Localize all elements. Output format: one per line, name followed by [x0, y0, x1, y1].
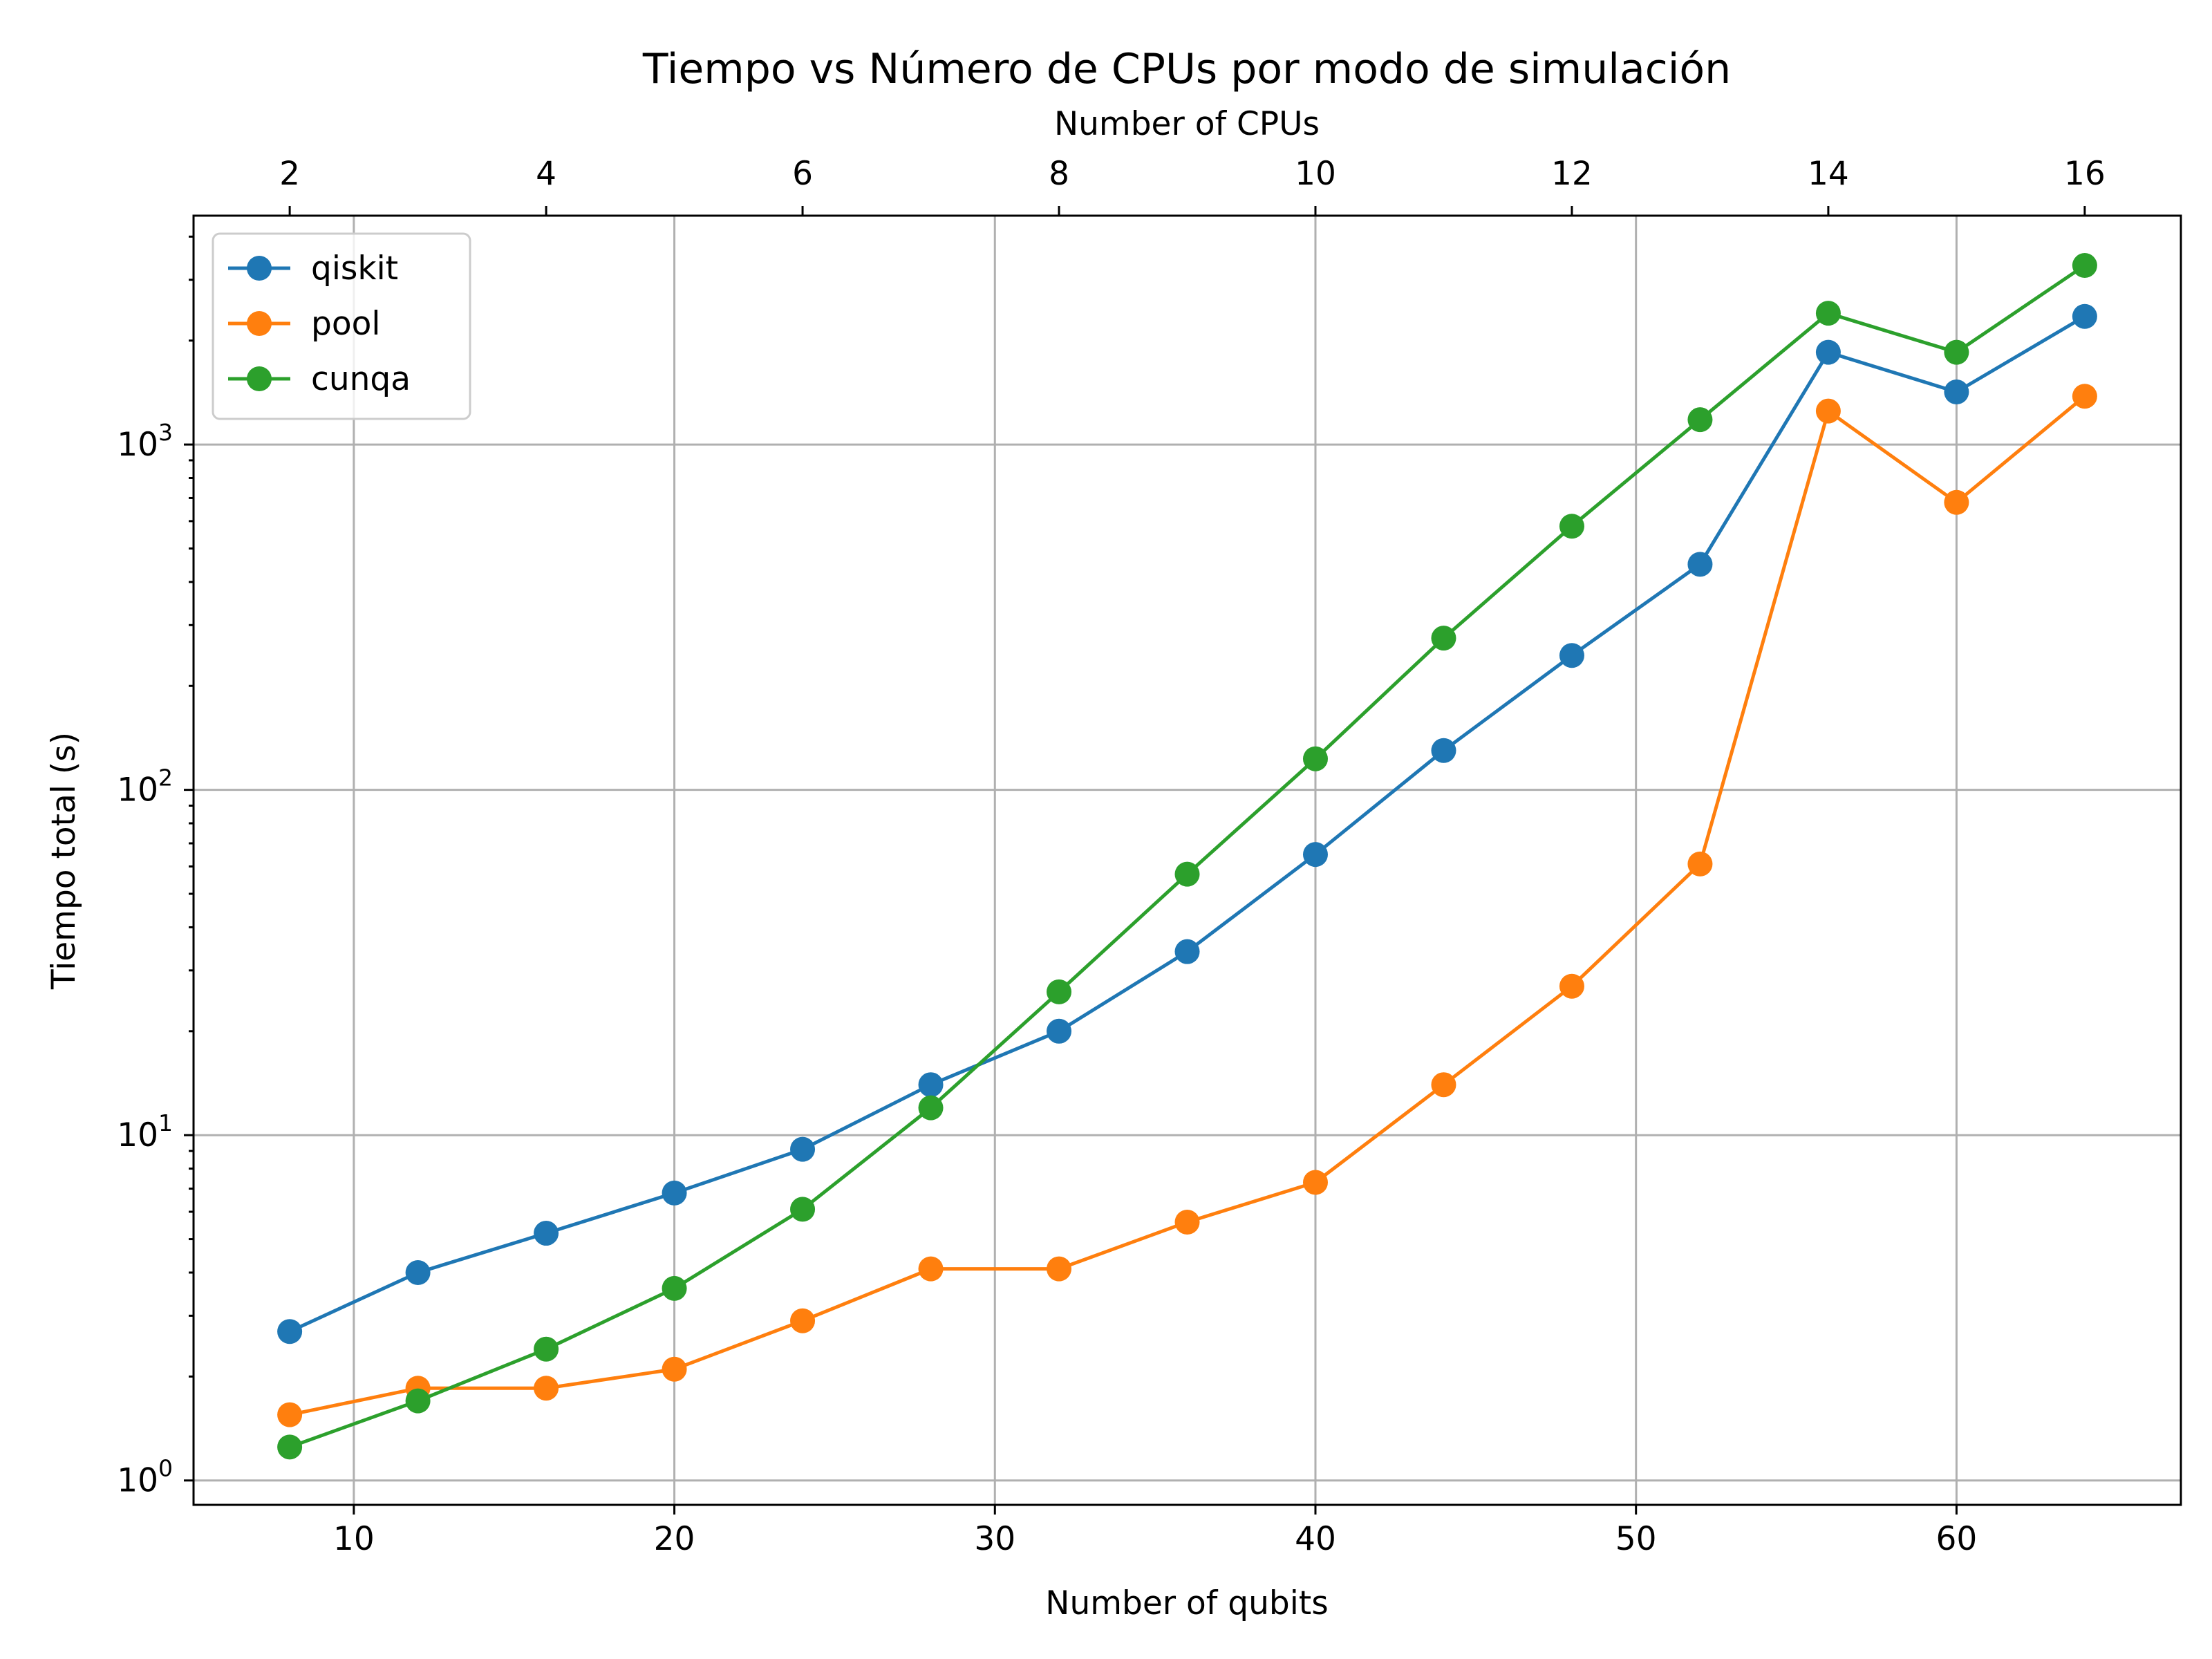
legend-label-qiskit: qiskit	[311, 250, 398, 288]
data-point-qiskit	[1174, 939, 1200, 964]
x-axis-label: Number of qubits	[1045, 1584, 1328, 1622]
legend: qiskit pool cunqa	[212, 232, 471, 420]
data-point-pool	[1559, 973, 1584, 999]
data-point-cunqa	[1174, 861, 1200, 887]
data-point-qiskit	[1944, 379, 1969, 405]
x2-tick-label: 10	[1295, 155, 1336, 193]
y-tick-label: 101	[117, 1109, 173, 1154]
data-point-cunqa	[405, 1388, 431, 1414]
legend-label-cunqa: cunqa	[311, 360, 411, 398]
data-point-pool	[1815, 398, 1841, 424]
data-point-qiskit	[1047, 1018, 1072, 1044]
data-point-qiskit	[790, 1136, 816, 1162]
data-point-qiskit	[277, 1319, 303, 1344]
x-tick-label: 20	[654, 1520, 695, 1558]
plot-series	[277, 253, 2097, 1460]
data-point-pool	[790, 1308, 816, 1333]
data-point-pool	[534, 1376, 559, 1401]
legend-label-pool: pool	[311, 305, 380, 343]
x-tick-label: 30	[974, 1520, 1015, 1558]
grid-lines	[194, 216, 2181, 1505]
data-point-pool	[1687, 851, 1713, 877]
data-point-cunqa	[534, 1336, 559, 1362]
data-point-qiskit	[2072, 303, 2097, 329]
data-point-cunqa	[277, 1434, 303, 1460]
chart-title: Tiempo vs Número de CPUs por modo de sim…	[642, 45, 1731, 93]
data-point-pool	[1174, 1209, 1200, 1235]
legend-marker-cunqa	[247, 366, 272, 391]
data-point-cunqa	[1687, 407, 1713, 433]
data-point-qiskit	[1302, 842, 1328, 868]
data-point-cunqa	[790, 1197, 816, 1222]
x2-tick-label: 16	[2064, 155, 2106, 193]
data-point-qiskit	[1431, 738, 1456, 763]
x2-axis-label: Number of CPUs	[1054, 105, 1320, 143]
data-point-cunqa	[918, 1095, 944, 1121]
data-point-qiskit	[405, 1259, 431, 1285]
data-point-qiskit	[1559, 643, 1584, 668]
data-point-cunqa	[1047, 979, 1072, 1004]
y-tick-label: 103	[117, 419, 173, 464]
data-point-cunqa	[1431, 626, 1456, 651]
axis-ticks: 10 20 30 40 50 60 2 4 6 8 10 12 14 16 100 101 102 103	[117, 155, 2106, 1558]
data-point-cunqa	[1944, 339, 1969, 365]
data-point-cunqa	[1559, 514, 1584, 539]
legend-frame	[212, 232, 471, 420]
data-point-pool	[918, 1256, 944, 1282]
data-point-pool	[1944, 489, 1969, 515]
x-tick-label: 60	[1936, 1520, 1977, 1558]
data-point-pool	[1431, 1072, 1456, 1098]
x2-tick-label: 4	[536, 155, 556, 193]
y-tick-label: 100	[117, 1455, 173, 1500]
x-tick-label: 50	[1615, 1520, 1657, 1558]
data-point-qiskit	[918, 1072, 944, 1098]
x2-tick-label: 8	[1049, 155, 1069, 193]
legend-marker-pool	[247, 311, 272, 336]
data-point-qiskit	[534, 1221, 559, 1246]
y-axis-label: Tiempo total (s)	[45, 732, 83, 990]
data-point-cunqa	[1815, 301, 1841, 326]
data-point-pool	[2072, 384, 2097, 409]
plot-frame	[192, 214, 2182, 1506]
x-tick-label: 10	[333, 1520, 375, 1558]
data-point-pool	[277, 1402, 303, 1427]
x2-tick-label: 2	[279, 155, 300, 193]
x-tick-label: 40	[1295, 1520, 1336, 1558]
data-point-qiskit	[1687, 552, 1713, 577]
data-point-cunqa	[1302, 746, 1328, 771]
x2-tick-label: 12	[1551, 155, 1593, 193]
y-tick-label: 102	[117, 765, 173, 809]
legend-marker-qiskit	[247, 256, 272, 281]
data-point-qiskit	[1815, 339, 1841, 365]
data-point-pool	[1047, 1256, 1072, 1282]
x2-tick-label: 14	[1808, 155, 1849, 193]
data-point-pool	[1302, 1170, 1328, 1195]
data-point-pool	[662, 1356, 687, 1382]
data-point-cunqa	[662, 1275, 687, 1301]
data-point-cunqa	[2072, 253, 2097, 279]
data-point-qiskit	[662, 1180, 687, 1206]
x2-tick-label: 6	[792, 155, 813, 193]
